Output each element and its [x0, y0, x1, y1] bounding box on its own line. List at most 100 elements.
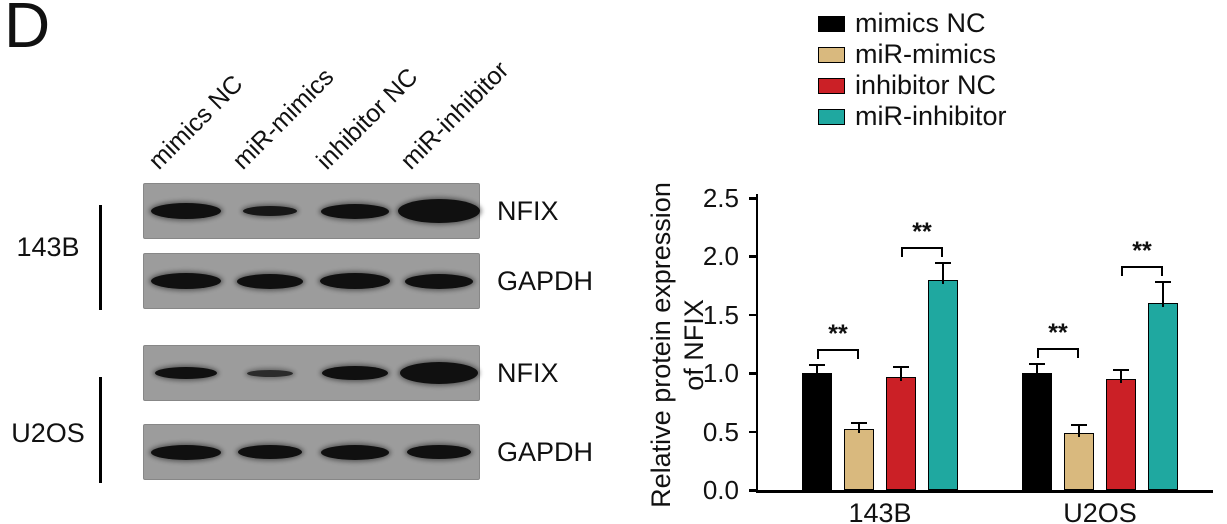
sig-bracket-tick [901, 247, 903, 258]
blot-band [319, 273, 390, 289]
bar-U2OS-inhibitor-NC [1106, 379, 1136, 490]
bar-143B-mimics-NC [802, 373, 832, 490]
blot-band [151, 273, 222, 289]
blot-group-label-u2os: U2OS [11, 418, 85, 448]
sig-label: ** [1048, 318, 1068, 347]
legend-swatch [818, 108, 845, 125]
sig-label: ** [912, 218, 932, 247]
sig-bracket-tick [941, 247, 943, 258]
blot-band [397, 199, 480, 223]
sig-label: ** [1132, 237, 1152, 266]
blot-band [151, 203, 222, 219]
blot-band [155, 367, 218, 379]
blot-band [320, 203, 389, 219]
protein-label-gapdh-143b: GAPDH [497, 266, 594, 296]
error-bar-cap [935, 262, 951, 265]
legend-swatch [818, 77, 845, 94]
sig-bracket-tick [1037, 347, 1039, 358]
y-tick [748, 313, 756, 317]
bar-143B-inhibitor-NC [886, 376, 916, 490]
protein-label-gapdh-u2os: GAPDH [497, 437, 594, 467]
protein-label-nfix-143b: NFIX [497, 196, 559, 226]
error-bar-cap [1155, 281, 1171, 284]
blot-band [404, 273, 473, 289]
sig-bracket-tick [817, 349, 819, 360]
legend-label: miR-inhibitor [855, 101, 1007, 131]
blot-band [151, 444, 222, 460]
y-tick-label: 2.0 [702, 241, 739, 272]
legend-item-inhibitor-NC: inhibitor NC [818, 70, 1007, 101]
error-bar-cap [1113, 368, 1129, 371]
legend-item-mimics-NC: mimics NC [818, 8, 1007, 39]
blot-band [237, 273, 304, 289]
y-tick-label: 0.5 [702, 416, 739, 447]
legend-label: miR-mimics [855, 39, 996, 69]
blot-group-label-143b: 143B [16, 232, 80, 262]
error-bar [858, 423, 860, 434]
x-axis [755, 490, 1213, 493]
error-bar [1078, 424, 1080, 437]
blot-band [320, 444, 389, 460]
y-tick [748, 430, 756, 434]
error-bar [900, 367, 902, 381]
error-bar-cap [851, 422, 867, 425]
y-axis-label: Relative protein expression of NFIX [645, 165, 715, 524]
x-category-label: 143B [848, 498, 912, 524]
legend-swatch [818, 46, 845, 63]
legend-item-miR-mimics: miR-mimics [818, 39, 1007, 70]
y-tick [748, 255, 756, 258]
sig-bracket [901, 247, 943, 250]
blot-band [247, 369, 294, 377]
sig-bracket-tick [1077, 347, 1079, 358]
y-axis [755, 194, 758, 492]
y-tick-label: 0.0 [702, 475, 739, 505]
x-category-label: U2OS [1063, 498, 1137, 524]
blot-band [238, 445, 303, 459]
sig-bracket-tick [857, 349, 859, 360]
error-bar-cap [809, 364, 825, 367]
blot-group-bracket-u2os [99, 377, 102, 483]
y-tick [748, 489, 756, 492]
blot-band [243, 206, 298, 216]
blot-143b-nfix [143, 183, 480, 239]
chart-legend: mimics NC miR-mimics inhibitor NC miR-inhib… [818, 8, 1007, 132]
y-axis-label-line1: Relative protein expression [646, 182, 676, 508]
error-bar [1036, 363, 1038, 378]
error-bar [1120, 369, 1122, 384]
bar-U2OS-mimics-NC [1022, 373, 1052, 490]
legend-label: inhibitor NC [855, 70, 997, 100]
blot-band [321, 366, 388, 380]
sig-bracket [1121, 266, 1163, 269]
legend-item-miR-inhibitor: miR-inhibitor [818, 101, 1007, 132]
error-bar-cap [893, 366, 909, 369]
sig-bracket [817, 349, 859, 352]
y-tick [748, 372, 756, 375]
sig-bracket [1037, 347, 1079, 350]
error-bar [816, 365, 818, 378]
error-bar [942, 263, 944, 284]
error-bar-cap [1029, 362, 1045, 365]
legend-label: mimics NC [855, 8, 986, 38]
error-bar-cap [1071, 423, 1087, 426]
blot-143b-gapdh [143, 253, 480, 309]
protein-label-nfix-u2os: NFIX [497, 358, 559, 388]
y-tick-label: 2.5 [702, 183, 739, 213]
bar-143B-miR-mimics [844, 429, 874, 490]
blot-u2os-nfix [143, 345, 480, 401]
panel-label: D [4, 0, 52, 61]
sig-bracket-tick [1161, 266, 1163, 277]
sig-label: ** [828, 320, 848, 349]
blot-group-bracket-143b [99, 205, 102, 310]
y-tick [748, 197, 756, 200]
blot-band [406, 445, 471, 459]
y-tick-label: 1.5 [702, 299, 739, 330]
blot-u2os-gapdh [143, 424, 480, 480]
bar-U2OS-miR-mimics [1064, 432, 1094, 490]
error-bar [1162, 282, 1164, 308]
legend-swatch [818, 15, 845, 32]
sig-bracket-tick [1121, 266, 1123, 277]
bar-U2OS-miR-inhibitor [1148, 303, 1178, 490]
y-tick-label: 1.0 [702, 358, 739, 389]
blot-band [399, 362, 478, 384]
